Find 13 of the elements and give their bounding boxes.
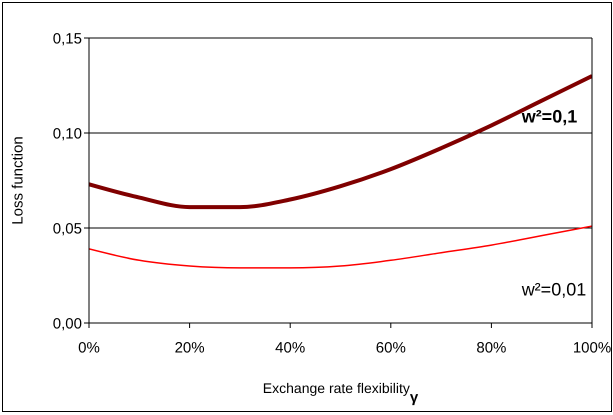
- x-tick-label: 80%: [476, 340, 506, 357]
- y-tick-label: 0,00: [52, 315, 82, 332]
- text: w²=0,01: [520, 280, 586, 300]
- y-axis-title: Loss function: [9, 136, 26, 225]
- series-label: w²=0,1: [520, 106, 578, 127]
- y-tick-label: 0,10: [52, 125, 82, 142]
- x-tick-label: 20%: [174, 340, 205, 357]
- x-tick-label: 100%: [572, 340, 612, 357]
- x-tick-label: 60%: [376, 340, 406, 357]
- x-tick-label: 0%: [78, 340, 100, 357]
- x-tick-label: 40%: [275, 340, 306, 357]
- y-tick-label: 0,15: [52, 30, 82, 48]
- y-tick-label: 0,05: [52, 220, 82, 238]
